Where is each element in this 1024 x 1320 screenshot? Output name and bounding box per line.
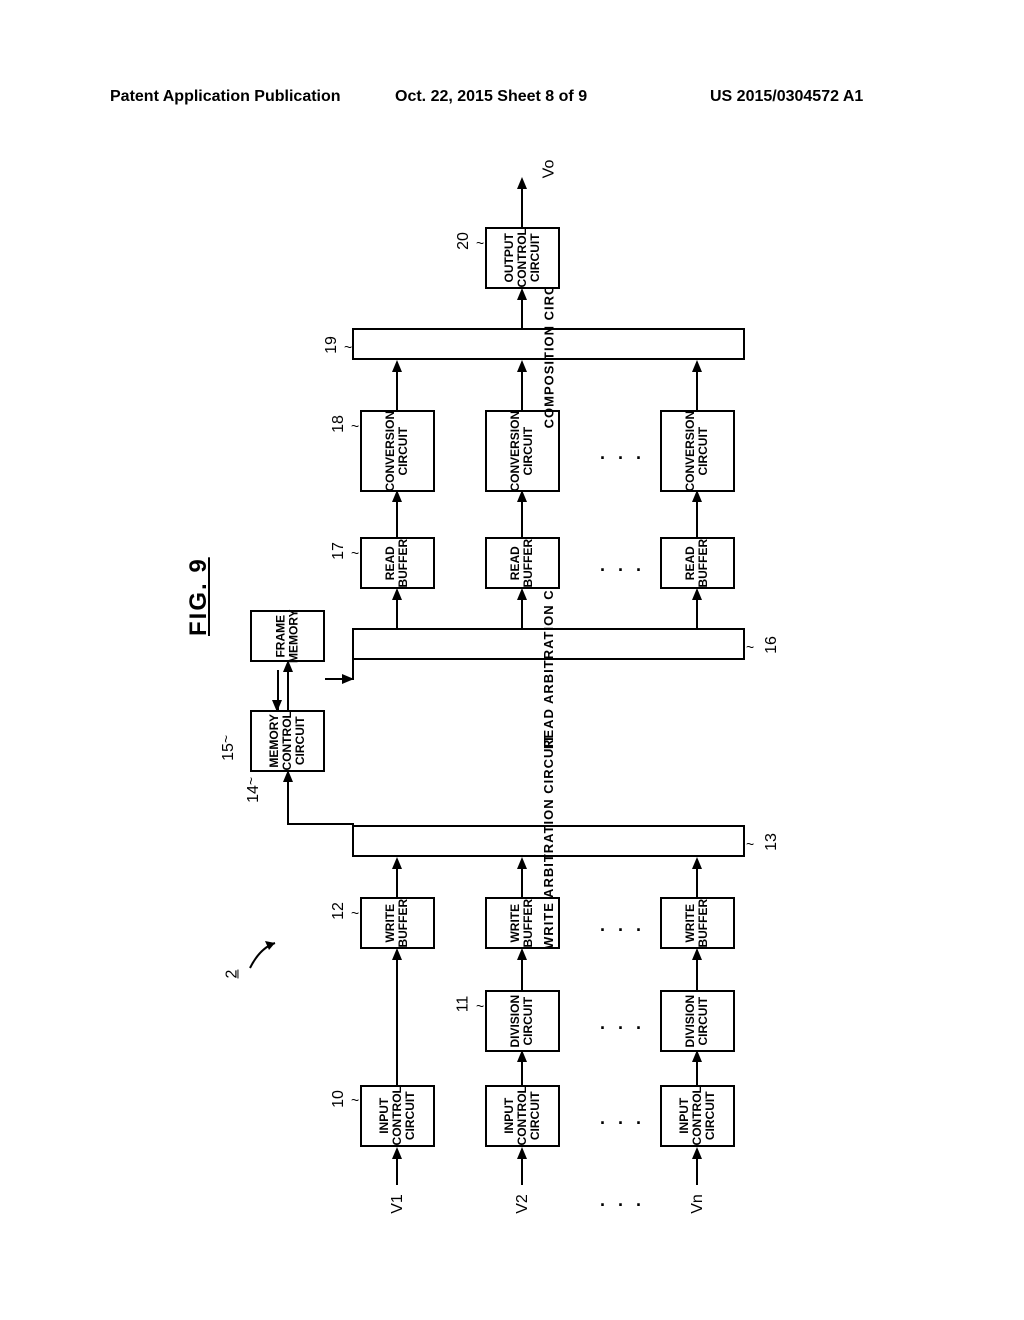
signal-vn: Vn [689, 1194, 707, 1214]
tilde-17: ~ [351, 545, 359, 561]
tilde-16: ~ [746, 639, 754, 655]
ref-12: 12 [330, 902, 348, 920]
tilde-13: ~ [746, 836, 754, 852]
header-date-sheet: Oct. 22, 2015 Sheet 8 of 9 [395, 88, 587, 106]
ref-11: 11 [454, 996, 472, 1013]
block-diagram: 2 V1 V2 . . . Vn INPUT CONTROL CIRCUIT I… [200, 145, 910, 1225]
block-write-arbitration: WRITE ARBITRATION CIRCUIT [352, 825, 745, 857]
block-read-arbitration: READ ARBITRATION CIRCUIT [352, 628, 745, 660]
signal-v1: V1 [389, 1194, 407, 1214]
block-read-buffer-n: READ BUFFER [660, 537, 735, 589]
tilde-12: ~ [351, 905, 359, 921]
ref-19: 19 [323, 336, 341, 354]
ref-16: 16 [763, 636, 781, 654]
dots-conversion: . . . [600, 443, 645, 464]
signal-v2: V2 [514, 1194, 532, 1214]
block-composition: COMPOSITION CIRCUIT [352, 328, 745, 360]
ref-17: 17 [330, 542, 348, 560]
tilde-20: ~ [476, 235, 484, 251]
ref-20: 20 [455, 232, 473, 250]
ref-14: 14 [245, 785, 263, 803]
tilde-14: ~ [243, 777, 259, 785]
block-input-control-2: INPUT CONTROL CIRCUIT [485, 1085, 560, 1147]
dots-input-control: . . . [600, 1108, 645, 1129]
header-pub-number: US 2015/0304572 A1 [710, 88, 863, 106]
tilde-19: ~ [344, 339, 352, 355]
block-output-control: OUTPUT CONTROL CIRCUIT [485, 227, 560, 289]
ref-15: 15 [220, 743, 238, 761]
ref-13: 13 [763, 833, 781, 851]
block-write-buffer-n: WRITE BUFFER [660, 897, 735, 949]
block-input-control-n: INPUT CONTROL CIRCUIT [660, 1085, 735, 1147]
tilde-11: ~ [476, 998, 484, 1014]
ref-10: 10 [330, 1090, 348, 1108]
block-read-buffer-2: READ BUFFER [485, 537, 560, 589]
tilde-10: ~ [351, 1092, 359, 1108]
block-write-buffer-1: WRITE BUFFER [360, 897, 435, 949]
block-conversion-n: CONVERSION CIRCUIT [660, 410, 735, 492]
dots-signals: . . . [600, 1190, 645, 1211]
assembly-arrow [245, 938, 285, 973]
header-publication: Patent Application Publication [110, 88, 341, 106]
block-conversion-1: CONVERSION CIRCUIT [360, 410, 435, 492]
dots-read-buffer: . . . [600, 555, 645, 576]
assembly-ref-2: 2 [223, 970, 241, 979]
ref-18: 18 [330, 415, 348, 433]
block-frame-memory: FRAME MEMORY [250, 610, 325, 662]
block-read-buffer-1: READ BUFFER [360, 537, 435, 589]
dots-write-buffer: . . . [600, 915, 645, 936]
block-memory-control: MEMORY CONTROL CIRCUIT [250, 710, 325, 772]
block-division-n: DIVISION CIRCUIT [660, 990, 735, 1052]
block-division-2: DIVISION CIRCUIT [485, 990, 560, 1052]
tilde-18: ~ [351, 418, 359, 434]
tilde-15: ~ [218, 735, 234, 743]
signal-vo: Vo [540, 160, 558, 179]
block-input-control-1: INPUT CONTROL CIRCUIT [360, 1085, 435, 1147]
dots-division: . . . [600, 1013, 645, 1034]
